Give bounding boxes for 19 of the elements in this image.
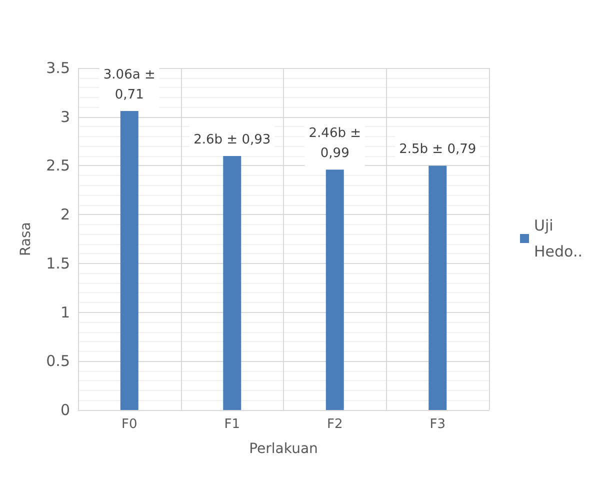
y-tick-label: 0 — [60, 401, 70, 419]
y-tick-label: 3.5 — [46, 59, 70, 77]
legend-label: Uji Hedo.. — [534, 216, 582, 260]
annotation: 3.06a ± 0,71 — [103, 67, 156, 102]
x-axis-title: Perlakuan — [249, 441, 318, 457]
y-tick-label: 1.5 — [46, 254, 70, 272]
annotation: 2.5b ± 0,79 — [399, 142, 476, 158]
annotation: 2.46b ± 0,99 — [308, 126, 361, 162]
y-tick-label: 2.5 — [46, 156, 70, 175]
y-tick-label: 2 — [60, 206, 70, 224]
annotation: 2.6b ± 0,93 — [194, 132, 271, 148]
y-tick-label: 0.5 — [46, 352, 70, 370]
x-tick-label: F2 — [327, 417, 343, 432]
y-tick-label: 1 — [60, 303, 70, 322]
x-tick-label: F3 — [430, 417, 446, 432]
x-tick-label: F0 — [122, 417, 138, 432]
y-axis-title: Rasa — [18, 222, 34, 256]
x-tick-label: F1 — [224, 417, 240, 432]
y-tick-label: 3 — [60, 108, 70, 126]
